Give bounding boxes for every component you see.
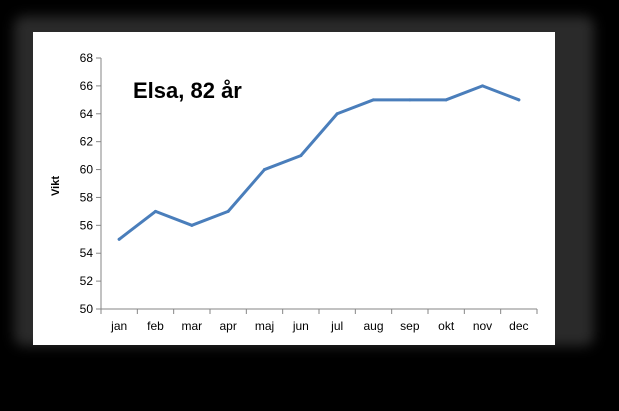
series-lines — [117, 84, 521, 241]
data-point — [408, 98, 412, 102]
data-point — [444, 98, 448, 102]
y-tick-label: 54 — [80, 246, 94, 260]
x-tick-label: jun — [292, 319, 309, 333]
data-point — [226, 209, 230, 213]
y-axis-title: Vikt — [50, 176, 62, 196]
x-tick-label: apr — [219, 319, 236, 333]
y-tick-label: 58 — [80, 190, 94, 204]
data-point — [517, 98, 521, 102]
series-line — [117, 84, 521, 241]
x-tick-label: feb — [147, 319, 164, 333]
x-tick-label: mar — [181, 319, 202, 333]
y-tick-label: 68 — [80, 51, 94, 65]
data-point — [299, 154, 303, 158]
y-tick-label: 50 — [80, 302, 94, 316]
x-tick-label: jul — [330, 319, 343, 333]
x-tick-label: maj — [255, 319, 274, 333]
data-point — [372, 98, 375, 102]
y-tick-label: 56 — [80, 218, 94, 232]
chart-area: 50 52 54 56 58 60 62 64 66 68 jan feb mar apr maj jun j… — [33, 32, 555, 345]
data-point — [263, 168, 266, 172]
x-tick-label: okt — [438, 319, 455, 333]
x-tick-label: nov — [473, 319, 492, 333]
y-tick-label: 60 — [80, 163, 94, 177]
y-tick-label: 62 — [80, 135, 94, 149]
data-point — [154, 209, 157, 213]
chart-title: Elsa, 82 år — [133, 78, 242, 103]
x-tick-label: aug — [363, 319, 383, 333]
x-tick-label: jan — [110, 319, 127, 333]
axes — [96, 57, 538, 314]
x-tick-label: sep — [400, 319, 420, 333]
x-tick-label: dec — [509, 319, 528, 333]
y-tick-labels: 50 52 54 56 58 60 62 64 66 68 — [80, 51, 94, 316]
data-point — [117, 237, 121, 241]
data-point — [481, 84, 484, 88]
data-point — [335, 112, 339, 116]
data-point — [190, 223, 194, 227]
y-tick-label: 66 — [80, 79, 94, 93]
y-tick-label: 64 — [80, 107, 94, 121]
x-tick-labels: jan feb mar apr maj jun jul aug sep okt nov dec — [110, 319, 528, 333]
y-tick-label: 52 — [80, 274, 94, 288]
